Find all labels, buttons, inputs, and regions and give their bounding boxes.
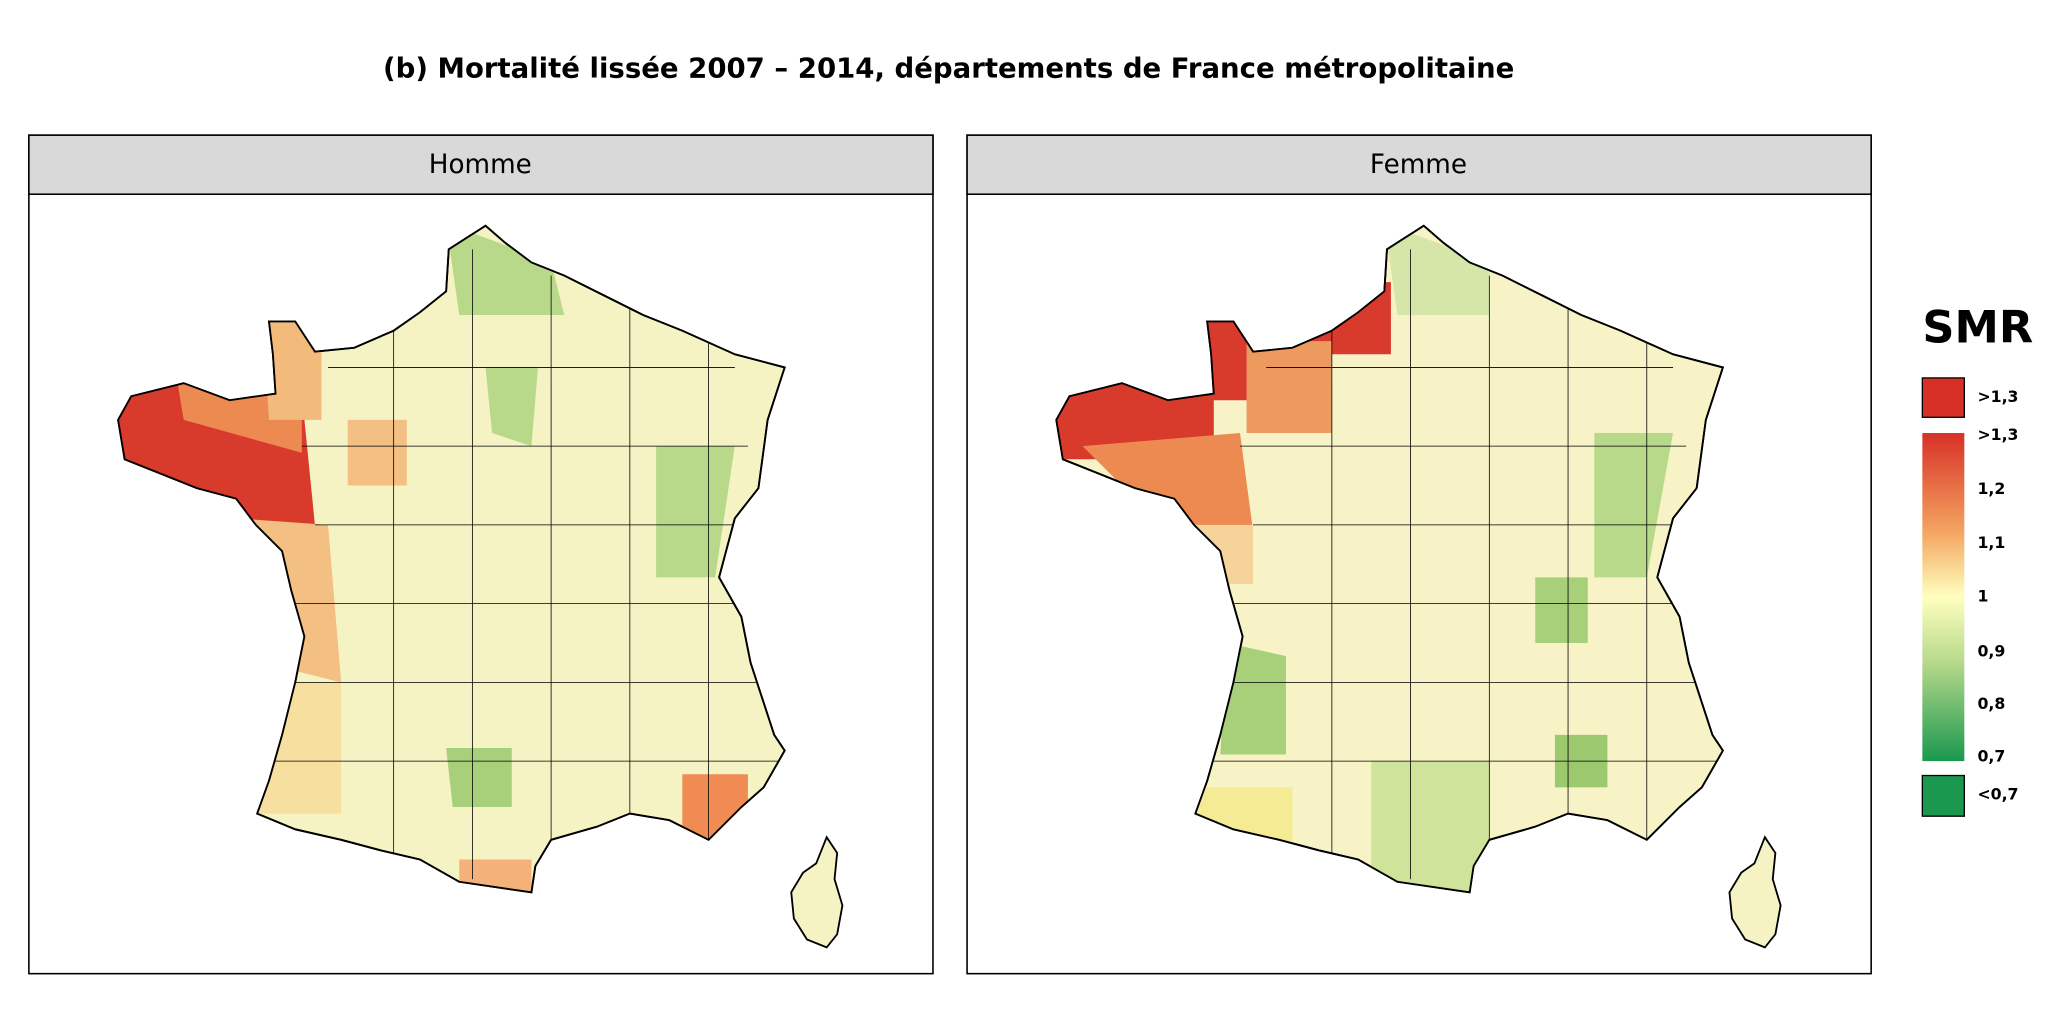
panel-homme: Homme — [28, 134, 934, 975]
legend-label: 0,8 — [1977, 694, 2005, 713]
figure-title: (b) Mortalité lissée 2007 – 2014, départ… — [383, 53, 1514, 85]
panel-header — [966, 134, 1872, 196]
legend-label: 1,2 — [1977, 479, 2005, 498]
legend-label: >1,3 — [1977, 387, 2018, 406]
panel-title: Homme — [429, 150, 532, 180]
panel-femme: Femme — [966, 134, 1872, 975]
panel-title: Femme — [1370, 150, 1467, 180]
legend-swatch — [1921, 377, 1965, 418]
legend-title: SMR — [1922, 302, 2033, 354]
legend-label: 1,1 — [1977, 533, 2005, 552]
legend-gradient — [1922, 433, 1965, 762]
legend-label: 0,7 — [1977, 747, 2005, 766]
legend-label: <0,7 — [1977, 785, 2018, 804]
legend-label: >1,3 — [1977, 425, 2018, 444]
legend-label: 1 — [1977, 587, 1988, 606]
legend-label: 0,9 — [1977, 642, 2005, 661]
legend-swatch — [1921, 774, 1965, 817]
legend: SMR >1,3 >1,3 1,2 1,1 1 0,9 0,8 0,7 <0,7 — [1921, 302, 2033, 817]
map-homme — [117, 224, 844, 949]
panel-header — [28, 134, 934, 196]
